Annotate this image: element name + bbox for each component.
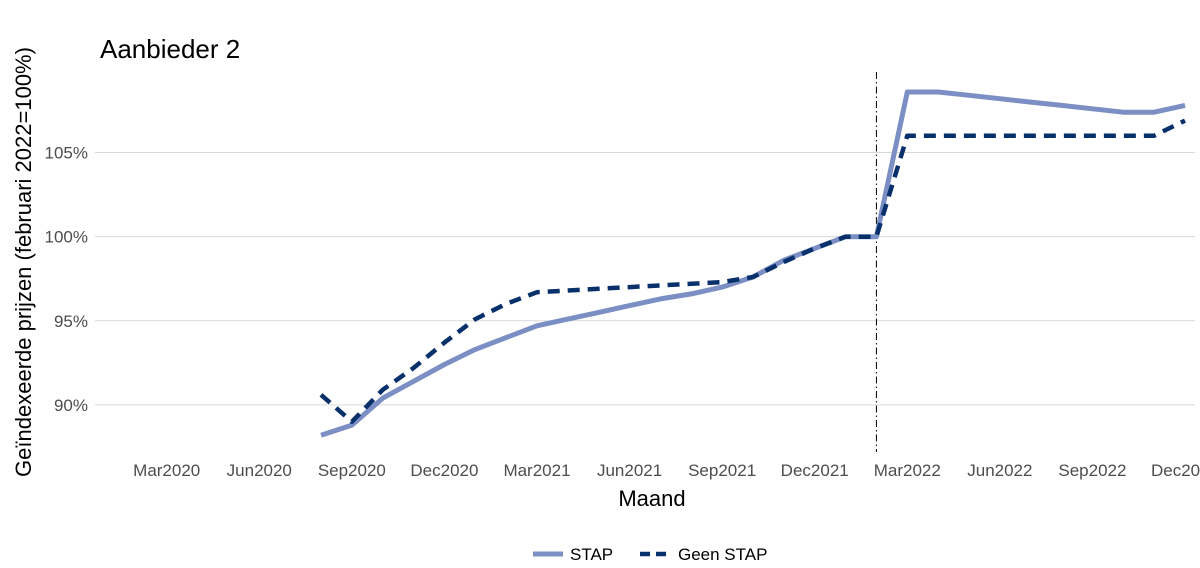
x-tick-label: Dec2020 (410, 461, 478, 480)
x-tick-label: Jun2020 (227, 461, 292, 480)
x-tick-label: Dec2022 (1151, 461, 1200, 480)
x-tick-label: Mar2020 (133, 461, 200, 480)
legend-label-stap: STAP (570, 545, 613, 564)
x-tick-label: Sep2021 (688, 461, 756, 480)
y-tick-label: 105% (45, 144, 88, 163)
y-tick-label: 95% (54, 312, 88, 331)
series-layer (319, 89, 1186, 438)
x-tick-label: Jun2022 (967, 461, 1032, 480)
series-line-stap (320, 89, 1186, 438)
x-tick-label: Sep2022 (1058, 461, 1126, 480)
x-tick-label: Dec2021 (781, 461, 849, 480)
x-tick-label: Mar2021 (503, 461, 570, 480)
grid (95, 152, 1195, 406)
y-tick-label: 90% (54, 396, 88, 415)
x-tick-label: Mar2022 (874, 461, 941, 480)
y-axis: 90% 95% 100% 105% (45, 144, 88, 415)
legend-label-geen-stap: Geen STAP (678, 545, 767, 564)
legend: STAP Geen STAP (533, 545, 767, 564)
x-tick-label: Jun2021 (597, 461, 662, 480)
y-tick-label: 100% (45, 228, 88, 247)
x-axis-title: Maand (618, 486, 685, 511)
chart-title: Aanbieder 2 (100, 34, 240, 64)
y-axis-title: Geïndexeerde prijzen (februari 2022=100%… (11, 47, 36, 477)
x-axis: Mar2020 Jun2020 Sep2020 Dec2020 Mar2021 Jun20… (133, 461, 1200, 480)
x-tick-label: Sep2020 (318, 461, 386, 480)
series-line-geen-stap (319, 118, 1186, 424)
